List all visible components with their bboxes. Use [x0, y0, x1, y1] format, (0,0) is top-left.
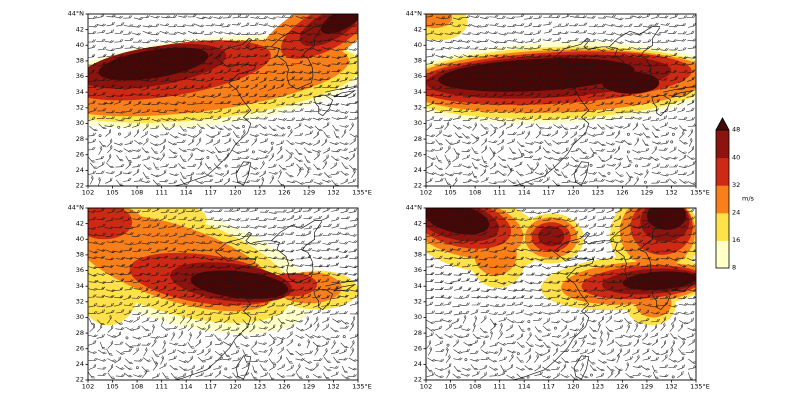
panel-bottom-right — [426, 208, 696, 380]
panel-top-right — [426, 14, 696, 186]
panel-top-left — [88, 14, 358, 186]
panel-bottom-left — [88, 208, 358, 380]
colorbar — [714, 116, 760, 274]
